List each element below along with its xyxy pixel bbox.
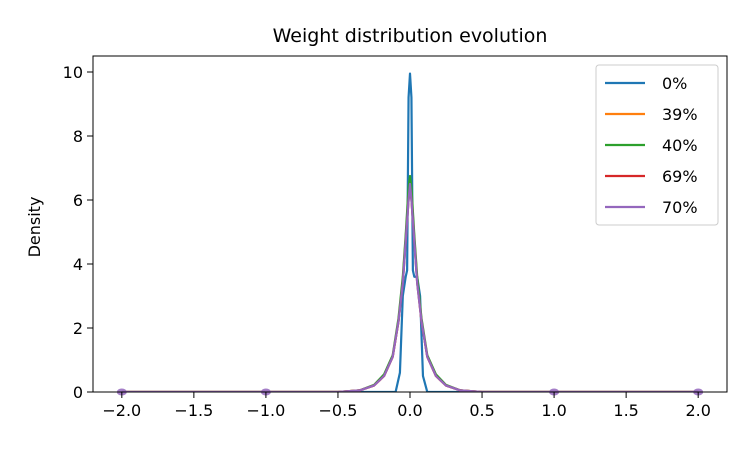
y-tick-label: 2: [73, 319, 83, 338]
x-tick-label: 0.0: [397, 401, 422, 420]
x-tick-label: 1.0: [541, 401, 566, 420]
y-tick-label: 4: [73, 255, 83, 274]
legend: 0% 39% 40% 69% 70%: [595, 64, 719, 226]
legend-label: 70%: [662, 198, 698, 217]
y-tick-label: 10: [63, 63, 83, 82]
y-tick-label: 0: [73, 383, 83, 402]
series-group: [121, 72, 699, 392]
y-tick-label: 8: [73, 127, 83, 146]
chart-title: Weight distribution evolution: [273, 25, 548, 47]
plot-area: [116, 72, 704, 396]
legend-frame: [595, 64, 719, 226]
legend-label: 69%: [662, 167, 698, 186]
y-tick-label: 6: [73, 191, 83, 210]
x-tick-label: 1.5: [613, 401, 638, 420]
legend-label: 39%: [662, 105, 698, 124]
x-tick-label: −1.5: [174, 401, 213, 420]
x-tick-label: 0.5: [469, 401, 494, 420]
x-tick-label: −1.0: [246, 401, 285, 420]
x-tick-label: 2.0: [685, 401, 710, 420]
legend-label: 40%: [662, 136, 698, 155]
y-axis: 0 2 4 6 8 10: [63, 63, 93, 402]
x-axis: −2.0 −1.5 −1.0 −0.5 0.0 0.5 1.0 1.5 2.0: [102, 392, 711, 420]
x-tick-label: −2.0: [102, 401, 141, 420]
x-tick-label: −0.5: [319, 401, 358, 420]
y-axis-label: Density: [25, 197, 44, 258]
series-line-4: [121, 182, 699, 392]
series-line-0: [121, 72, 699, 392]
legend-label: 0%: [662, 74, 687, 93]
